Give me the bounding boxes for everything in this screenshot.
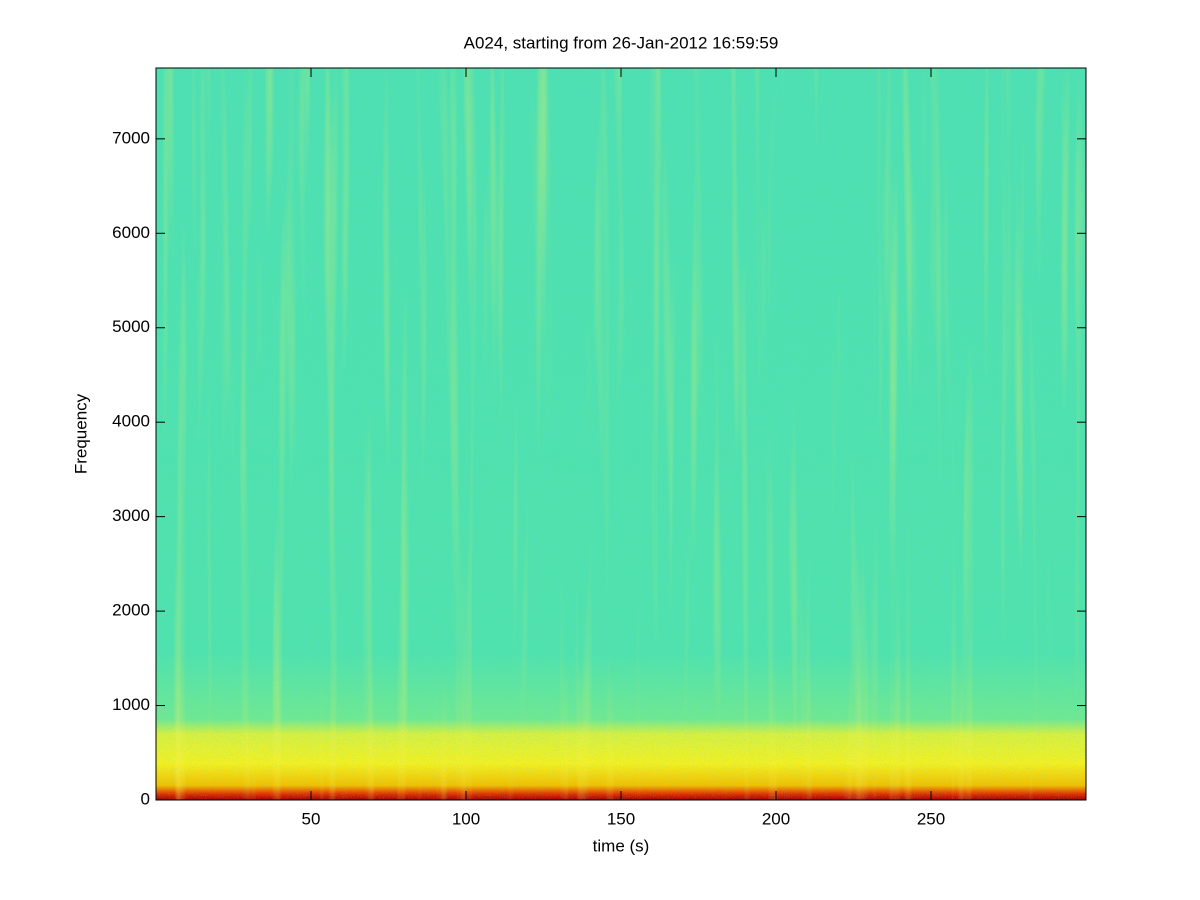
y-tick-label: 0 bbox=[141, 789, 150, 808]
spectrogram-noise bbox=[156, 68, 1086, 800]
x-tick-label: 100 bbox=[452, 809, 480, 828]
spectrogram bbox=[156, 68, 1086, 800]
y-tick-label: 2000 bbox=[112, 601, 150, 620]
y-tick-label: 1000 bbox=[112, 695, 150, 714]
y-tick-label: 7000 bbox=[112, 128, 150, 147]
x-tick-label: 250 bbox=[917, 809, 945, 828]
chart-title: A024, starting from 26-Jan-2012 16:59:59 bbox=[464, 33, 779, 52]
y-tick-label: 3000 bbox=[112, 506, 150, 525]
x-tick-label: 150 bbox=[607, 809, 635, 828]
x-tick-label: 50 bbox=[302, 809, 321, 828]
x-tick-label: 200 bbox=[762, 809, 790, 828]
y-tick-label: 4000 bbox=[112, 412, 150, 431]
y-tick-label: 5000 bbox=[112, 317, 150, 336]
y-axis-label: Frequency bbox=[71, 393, 90, 474]
x-axis-label: time (s) bbox=[593, 836, 650, 855]
y-tick-label: 6000 bbox=[112, 223, 150, 242]
